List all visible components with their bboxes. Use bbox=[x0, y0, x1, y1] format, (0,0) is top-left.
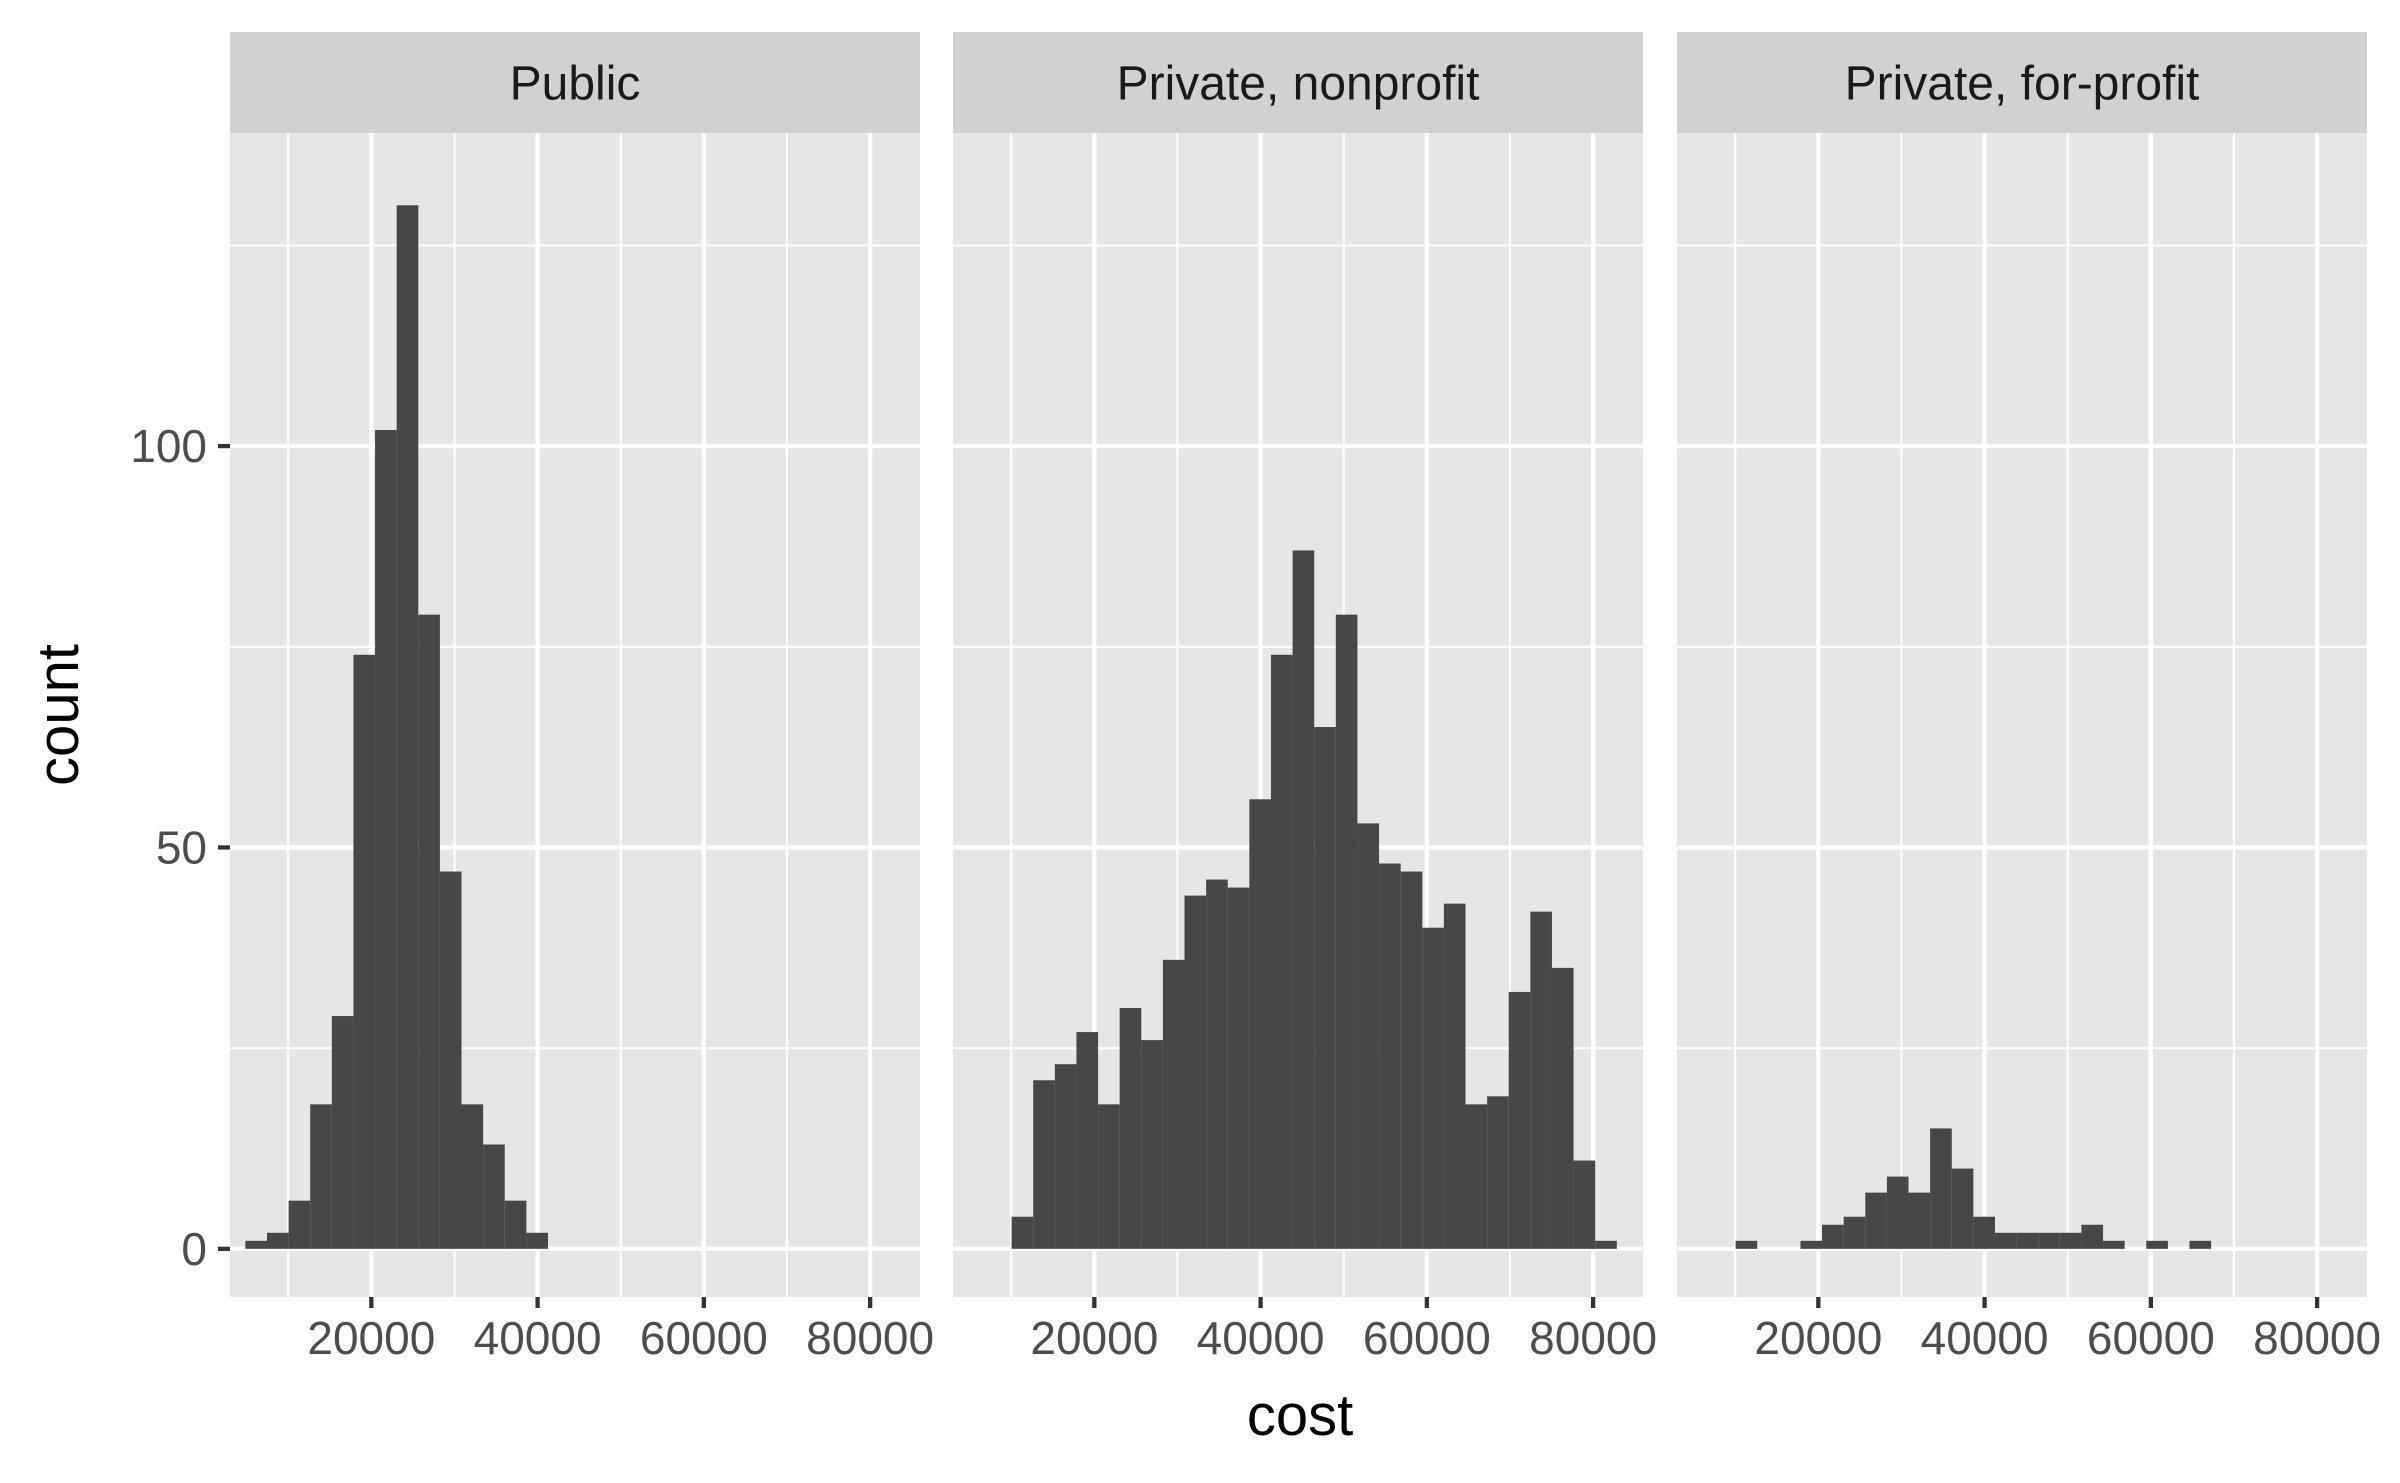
histogram-bar bbox=[1422, 927, 1444, 1249]
histogram-bar bbox=[1573, 1160, 1596, 1249]
histogram-bar bbox=[266, 1232, 289, 1249]
histogram-bar bbox=[1335, 614, 1358, 1249]
panel-background bbox=[1677, 133, 2367, 1297]
histogram-bar bbox=[1184, 895, 1207, 1249]
histogram-bar bbox=[1292, 550, 1315, 1249]
y-tick-label: 0 bbox=[181, 1223, 207, 1275]
x-tick-label: 60000 bbox=[640, 1312, 768, 1364]
histogram-bar bbox=[1162, 959, 1185, 1249]
histogram-bar bbox=[1227, 887, 1250, 1249]
x-tick-label: 40000 bbox=[1197, 1312, 1325, 1364]
y-axis-title: count bbox=[26, 644, 91, 786]
histogram-bar bbox=[1249, 799, 1271, 1249]
histogram-bar bbox=[1054, 1064, 1077, 1249]
y-axis: 0 50 100 bbox=[130, 420, 230, 1275]
histogram-bar bbox=[1800, 1240, 1823, 1249]
y-tick-label: 50 bbox=[156, 821, 207, 873]
facet-label: Public bbox=[510, 58, 641, 111]
x-tick-label: 40000 bbox=[474, 1312, 602, 1364]
histogram-bar bbox=[1314, 727, 1336, 1249]
histogram-bar bbox=[353, 654, 376, 1249]
histogram-bar bbox=[461, 1104, 484, 1249]
histogram-bar bbox=[526, 1232, 548, 1249]
histogram-bar bbox=[1487, 1096, 1509, 1249]
x-tick-label: 60000 bbox=[1363, 1312, 1491, 1364]
facet-private-nonprofit: Private, nonprofit 20000 40000 60000 80000 bbox=[953, 32, 1657, 1364]
y-tick-label: 100 bbox=[130, 420, 207, 472]
x-tick-label: 20000 bbox=[1030, 1312, 1158, 1364]
histogram-bar bbox=[310, 1104, 332, 1249]
x-tick-label: 40000 bbox=[1921, 1312, 2049, 1364]
histogram-bar bbox=[1973, 1216, 1995, 1249]
x-tick-label: 20000 bbox=[1754, 1312, 1882, 1364]
histogram-bar bbox=[483, 1144, 505, 1249]
histogram-bar bbox=[1994, 1232, 2017, 1249]
facet-strip bbox=[1677, 32, 2367, 133]
histogram-bar bbox=[1098, 1104, 1120, 1249]
histogram-bar bbox=[1595, 1240, 1617, 1249]
histogram-bar bbox=[375, 430, 397, 1249]
histogram-bar bbox=[1119, 1008, 1142, 1249]
histogram-bar bbox=[1822, 1224, 1844, 1249]
histogram-bar bbox=[2016, 1232, 2039, 1249]
histogram-bar bbox=[1865, 1192, 1887, 1249]
histogram-bar bbox=[245, 1240, 267, 1249]
histogram-bar bbox=[1011, 1216, 1034, 1249]
histogram-bar bbox=[418, 614, 440, 1249]
x-axis-title: cost bbox=[1247, 1383, 1353, 1448]
histogram-bar bbox=[1465, 1104, 1488, 1249]
histogram-bar bbox=[1551, 967, 1574, 1249]
facet-strip bbox=[953, 32, 1643, 133]
histogram-bar bbox=[1400, 871, 1423, 1249]
histogram-bar bbox=[1735, 1240, 1758, 1249]
histogram-bar bbox=[1508, 991, 1531, 1249]
histogram-bar bbox=[1843, 1216, 1866, 1249]
histogram-bar bbox=[1270, 654, 1293, 1249]
histogram-bar bbox=[2038, 1232, 2060, 1249]
x-tick-label: 60000 bbox=[2087, 1312, 2215, 1364]
histogram-bar bbox=[1530, 911, 1552, 1249]
facet-label: Private, for-profit bbox=[1845, 58, 2200, 111]
x-tick-label: 20000 bbox=[307, 1312, 435, 1364]
x-tick-label: 80000 bbox=[806, 1312, 934, 1364]
histogram-bar bbox=[1951, 1168, 1974, 1249]
histogram-bar bbox=[2189, 1240, 2212, 1249]
histogram-bar bbox=[331, 1016, 354, 1249]
histogram-bar bbox=[1206, 879, 1228, 1249]
facet-label: Private, nonprofit bbox=[1117, 58, 1480, 111]
histogram-bar bbox=[1908, 1192, 1931, 1249]
facet-private-for-profit: Private, for-profit 20000 40000 60000 80000 bbox=[1677, 32, 2381, 1364]
histogram-bar bbox=[1141, 1040, 1163, 1249]
histogram-bar bbox=[1076, 1032, 1099, 1249]
facet-strip bbox=[230, 32, 920, 133]
histogram-bar bbox=[1357, 823, 1380, 1249]
histogram-bar bbox=[288, 1200, 311, 1249]
histogram-bar bbox=[1033, 1080, 1055, 1249]
histogram-bar bbox=[504, 1200, 527, 1249]
histogram-bar bbox=[2059, 1232, 2082, 1249]
histogram-bar bbox=[1930, 1128, 1952, 1249]
histogram-bar bbox=[2146, 1240, 2168, 1249]
x-tick-label: 80000 bbox=[1529, 1312, 1657, 1364]
histogram-bar bbox=[1443, 903, 1466, 1249]
histogram-bar bbox=[439, 871, 462, 1249]
histogram-bar bbox=[2103, 1240, 2125, 1249]
x-tick-label: 80000 bbox=[2253, 1312, 2381, 1364]
histogram-bar bbox=[1886, 1176, 1909, 1249]
facet-public: Public 20000 40000 60000 80000 bbox=[230, 32, 934, 1364]
histogram-bar bbox=[2081, 1224, 2104, 1249]
histogram-bar bbox=[396, 205, 419, 1249]
histogram-bar bbox=[1379, 863, 1401, 1249]
